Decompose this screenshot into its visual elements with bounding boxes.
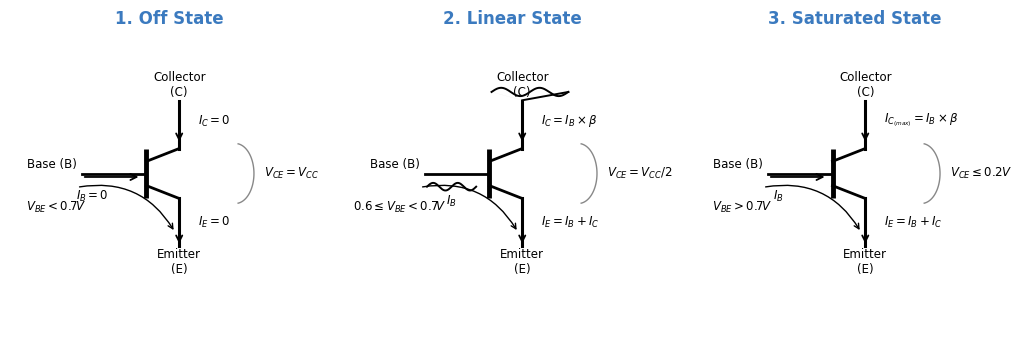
Text: Collector
(C): Collector (C)	[496, 71, 549, 99]
Text: $I_C = 0$: $I_C = 0$	[198, 113, 230, 129]
Text: $I_{C_{(max)}} = I_B \times \beta$: $I_{C_{(max)}} = I_B \times \beta$	[884, 112, 958, 130]
Text: $I_E = I_B + I_C$: $I_E = I_B + I_C$	[884, 215, 942, 230]
Text: $I_B$: $I_B$	[773, 189, 783, 204]
Text: $I_C = I_B \times \beta$: $I_C = I_B \times \beta$	[541, 113, 598, 129]
Text: $V_{CE} = V_{CC}$: $V_{CE} = V_{CC}$	[264, 166, 319, 181]
Text: $0.6 \leq V_{BE} < 0.7V$: $0.6 \leq V_{BE} < 0.7V$	[352, 200, 446, 215]
Text: Collector
(C): Collector (C)	[153, 71, 206, 99]
Text: 2. Linear State: 2. Linear State	[442, 10, 582, 28]
Text: Base (B): Base (B)	[370, 158, 420, 171]
Text: Emitter
(E): Emitter (E)	[501, 248, 544, 276]
Text: $V_{BE} < 0.7V$: $V_{BE} < 0.7V$	[27, 200, 86, 215]
Text: $V_{BE} > 0.7V$: $V_{BE} > 0.7V$	[713, 200, 772, 215]
Text: 3. Saturated State: 3. Saturated State	[768, 10, 942, 28]
Text: $V_{CE} \leq 0.2V$: $V_{CE} \leq 0.2V$	[950, 166, 1013, 181]
Text: Base (B): Base (B)	[713, 158, 763, 171]
Text: Collector
(C): Collector (C)	[839, 71, 892, 99]
Text: Base (B): Base (B)	[27, 158, 77, 171]
Text: $I_E = 0$: $I_E = 0$	[198, 215, 229, 230]
Text: $I_E = I_B + I_C$: $I_E = I_B + I_C$	[541, 215, 599, 230]
Text: $I_B$: $I_B$	[446, 194, 457, 209]
Text: 1. Off State: 1. Off State	[115, 10, 223, 28]
Text: Emitter
(E): Emitter (E)	[844, 248, 887, 276]
Text: $I_B = 0$: $I_B = 0$	[76, 189, 109, 204]
Text: $V_{CE} = V_{CC}/2$: $V_{CE} = V_{CC}/2$	[607, 166, 673, 181]
Text: Emitter
(E): Emitter (E)	[158, 248, 201, 276]
